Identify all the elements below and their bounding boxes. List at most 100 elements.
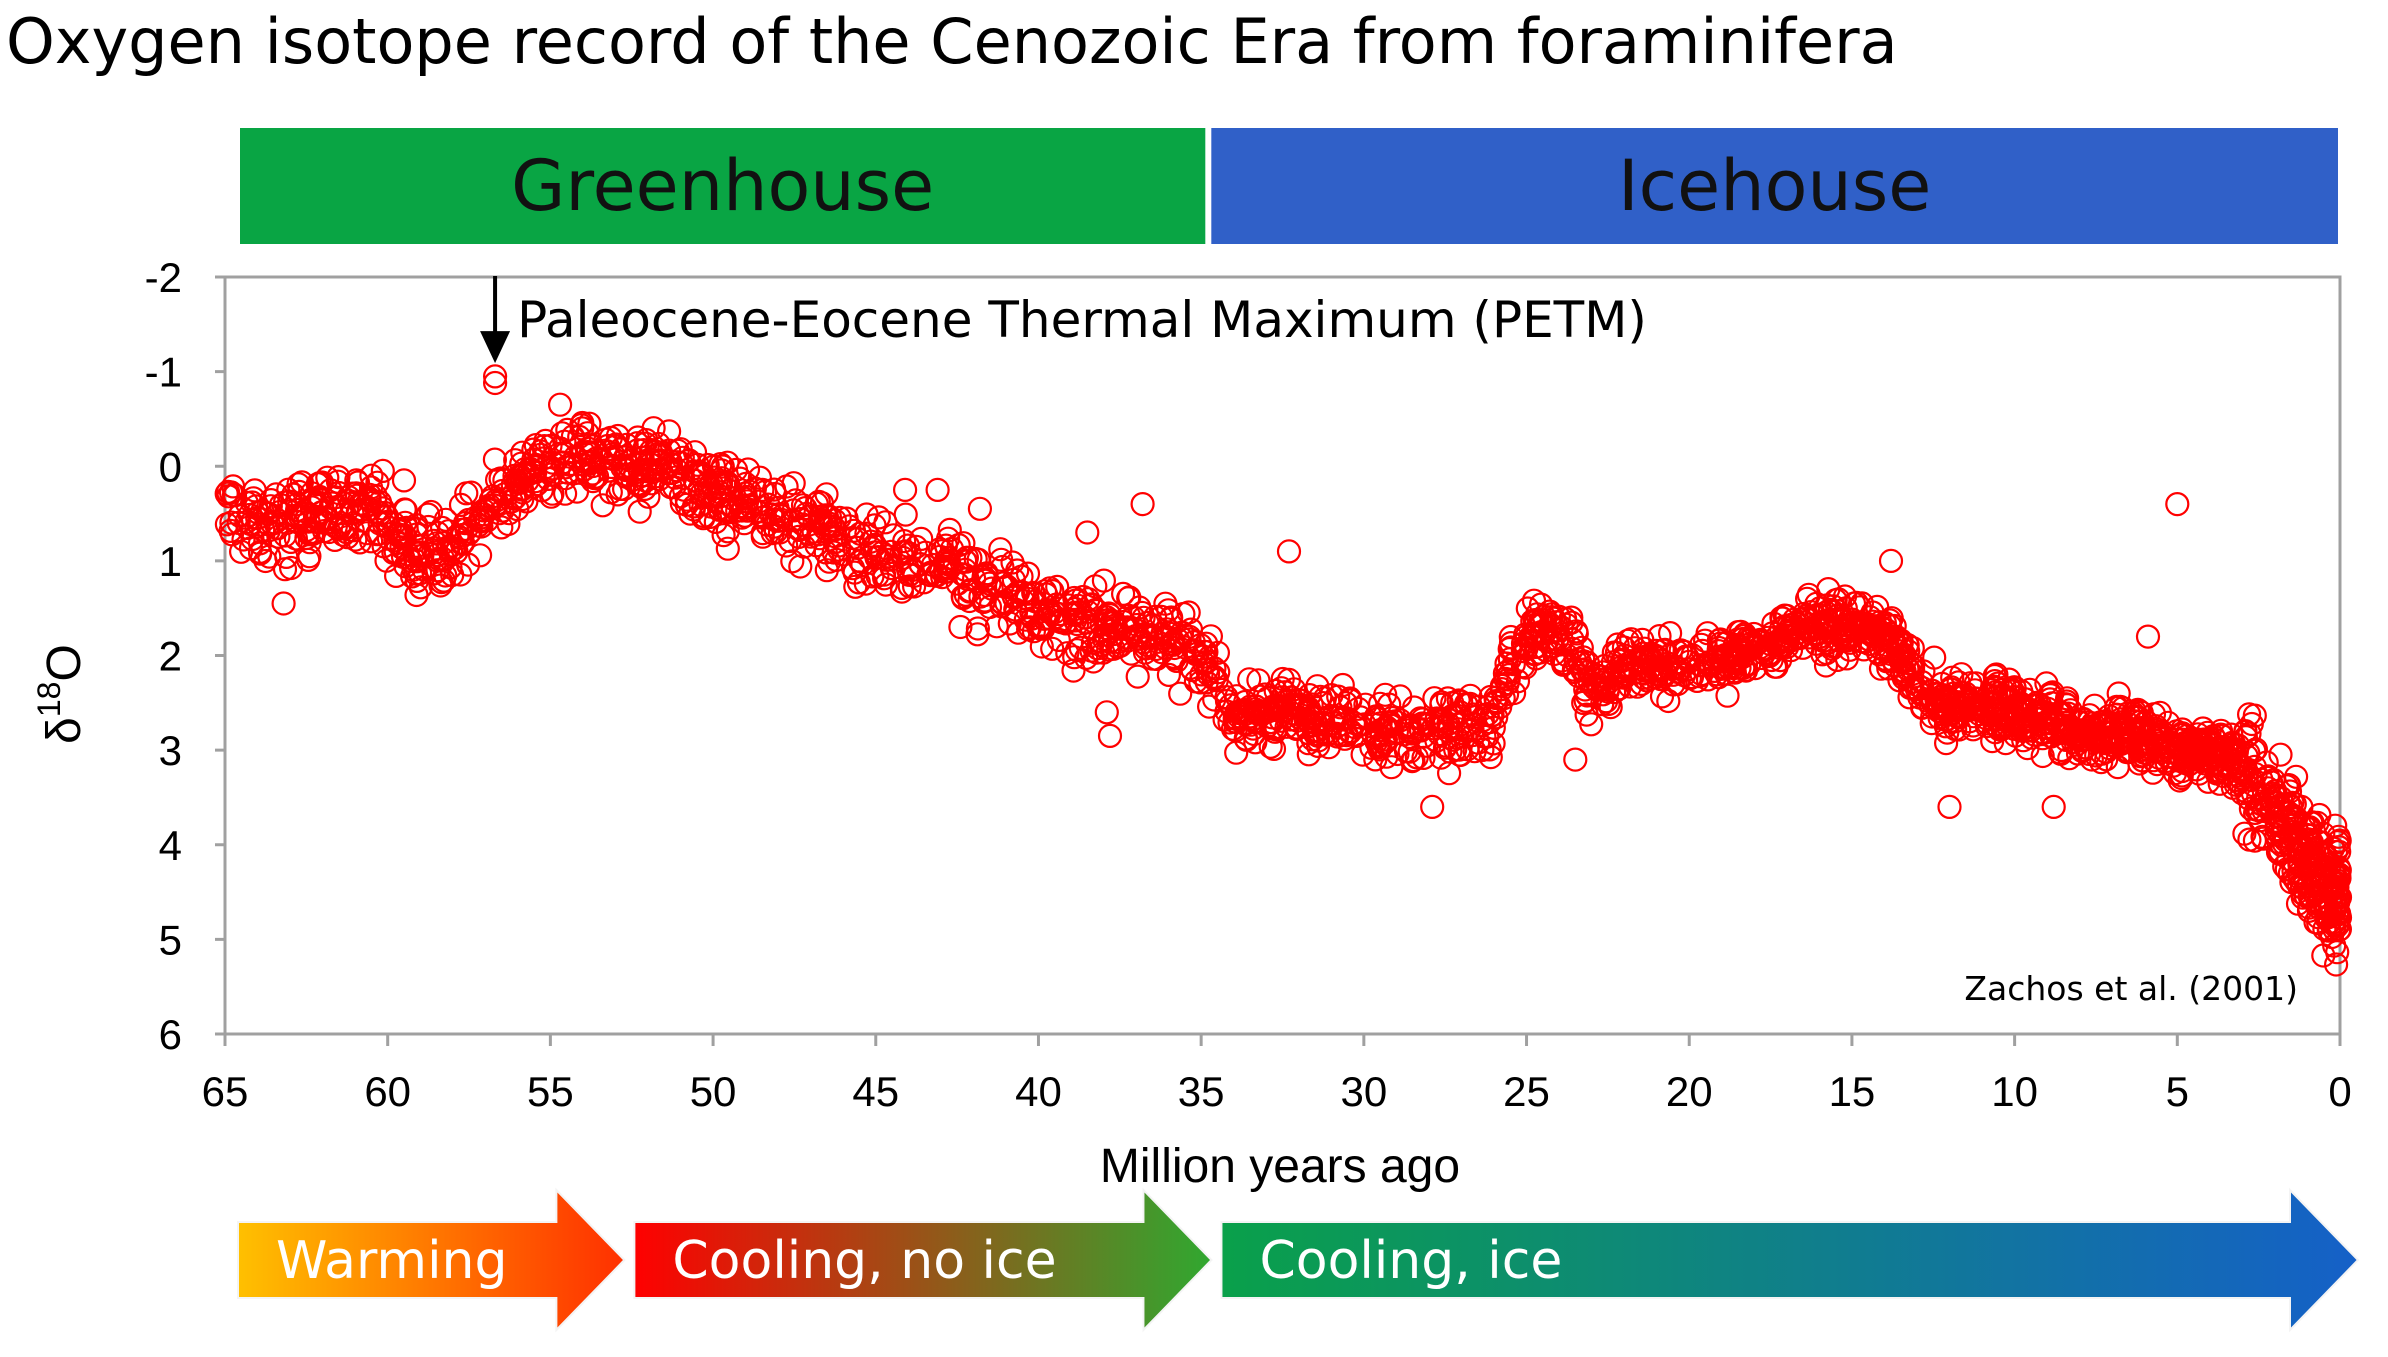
data-point	[1814, 593, 1839, 618]
data-point	[889, 579, 915, 604]
data-point	[2311, 943, 2336, 968]
data-point	[904, 534, 929, 560]
data-point	[1706, 644, 1732, 670]
trend-arrow-1	[237, 1187, 626, 1333]
data-point	[2237, 702, 2262, 727]
data-point	[2280, 790, 2305, 815]
data-point	[1097, 629, 1122, 654]
y-axis-title: δ18O	[31, 644, 91, 744]
trend-arrow-2	[633, 1187, 1213, 1333]
data-point	[1046, 627, 1071, 653]
data-point	[1899, 655, 1924, 681]
data-point	[1311, 722, 1336, 747]
page-title: Oxygen isotope record of the Cenozoic Er…	[6, 5, 1898, 78]
data-point	[392, 497, 417, 522]
data-point	[845, 535, 870, 561]
data-point	[416, 514, 441, 540]
data-point	[627, 499, 652, 524]
data-point	[285, 510, 310, 535]
data-point	[716, 500, 741, 525]
data-point	[2324, 883, 2350, 908]
data-point	[1865, 640, 1890, 665]
era-label-greenhouse: Greenhouse	[511, 145, 934, 227]
data-point	[1881, 631, 1906, 657]
data-point	[2232, 821, 2257, 846]
data-point	[2030, 743, 2055, 769]
x-tick-label: 60	[364, 1068, 411, 1115]
data-point	[1769, 626, 1794, 652]
y-tick-label: 0	[159, 443, 182, 490]
data-point	[1639, 659, 1665, 684]
data-point	[916, 562, 941, 587]
trend-arrow-label: Cooling, no ice	[672, 1231, 1056, 1291]
data-point	[1939, 708, 1964, 733]
data-point	[1984, 662, 2009, 687]
data-point	[1202, 664, 1227, 690]
data-point	[1397, 712, 1422, 738]
data-point	[403, 561, 428, 586]
data-point	[1365, 724, 1390, 749]
data-point	[625, 431, 650, 456]
data-point	[547, 436, 573, 461]
data-point	[297, 544, 322, 569]
data-point	[2048, 701, 2074, 727]
data-point	[965, 622, 990, 647]
data-point	[2081, 722, 2106, 747]
data-point	[1749, 645, 1775, 671]
data-point	[687, 477, 712, 502]
data-point	[778, 528, 803, 554]
data-point	[539, 484, 564, 509]
y-axis-title-o: O	[38, 644, 91, 681]
data-point	[685, 452, 710, 477]
data-point	[1363, 704, 1389, 729]
data-point	[2296, 827, 2321, 852]
data-point	[1957, 692, 1982, 718]
data-point	[257, 544, 282, 569]
data-point	[843, 574, 868, 599]
data-point	[315, 465, 340, 490]
data-point	[1475, 724, 1500, 749]
data-point	[2109, 731, 2134, 756]
data-point	[525, 472, 550, 497]
data-point	[1348, 705, 1373, 730]
data-point	[654, 456, 680, 481]
data-point	[1675, 645, 1700, 670]
data-point	[1224, 740, 1249, 765]
data-point	[345, 499, 370, 524]
data-point	[957, 588, 982, 614]
data-point	[639, 457, 664, 483]
data-point	[1330, 672, 1355, 698]
data-point	[241, 486, 266, 511]
data-point	[1494, 681, 1520, 707]
data-point	[2302, 840, 2327, 865]
data-point	[1350, 742, 1375, 767]
data-point	[1794, 603, 1819, 628]
data-point	[1933, 730, 1959, 756]
petm-annotation: Paleocene-Eocene Thermal Maximum (PETM)	[480, 276, 1647, 364]
data-point	[1232, 697, 1257, 723]
data-point	[678, 501, 703, 526]
data-point	[1855, 613, 1881, 638]
data-point	[2055, 686, 2080, 711]
data-point	[1834, 646, 1859, 671]
data-point	[1097, 723, 1123, 749]
data-point	[1194, 639, 1219, 665]
data-point	[1573, 667, 1598, 692]
data-point	[577, 411, 602, 436]
data-point	[814, 482, 839, 507]
data-point	[1946, 670, 1971, 695]
data-point	[595, 433, 620, 459]
data-point	[1094, 700, 1119, 725]
era-bar-icehouse	[1211, 128, 2338, 244]
data-point	[1432, 735, 1458, 760]
petm-label: Paleocene-Eocene Thermal Maximum (PETM)	[517, 291, 1647, 349]
data-point	[1983, 679, 2009, 705]
data-point	[2208, 722, 2233, 747]
data-point	[564, 479, 590, 504]
data-point	[1161, 629, 1186, 654]
data-point	[1689, 661, 1714, 687]
data-point	[859, 536, 884, 561]
data-point	[1202, 656, 1227, 681]
data-point	[893, 539, 918, 564]
data-point	[247, 531, 273, 556]
